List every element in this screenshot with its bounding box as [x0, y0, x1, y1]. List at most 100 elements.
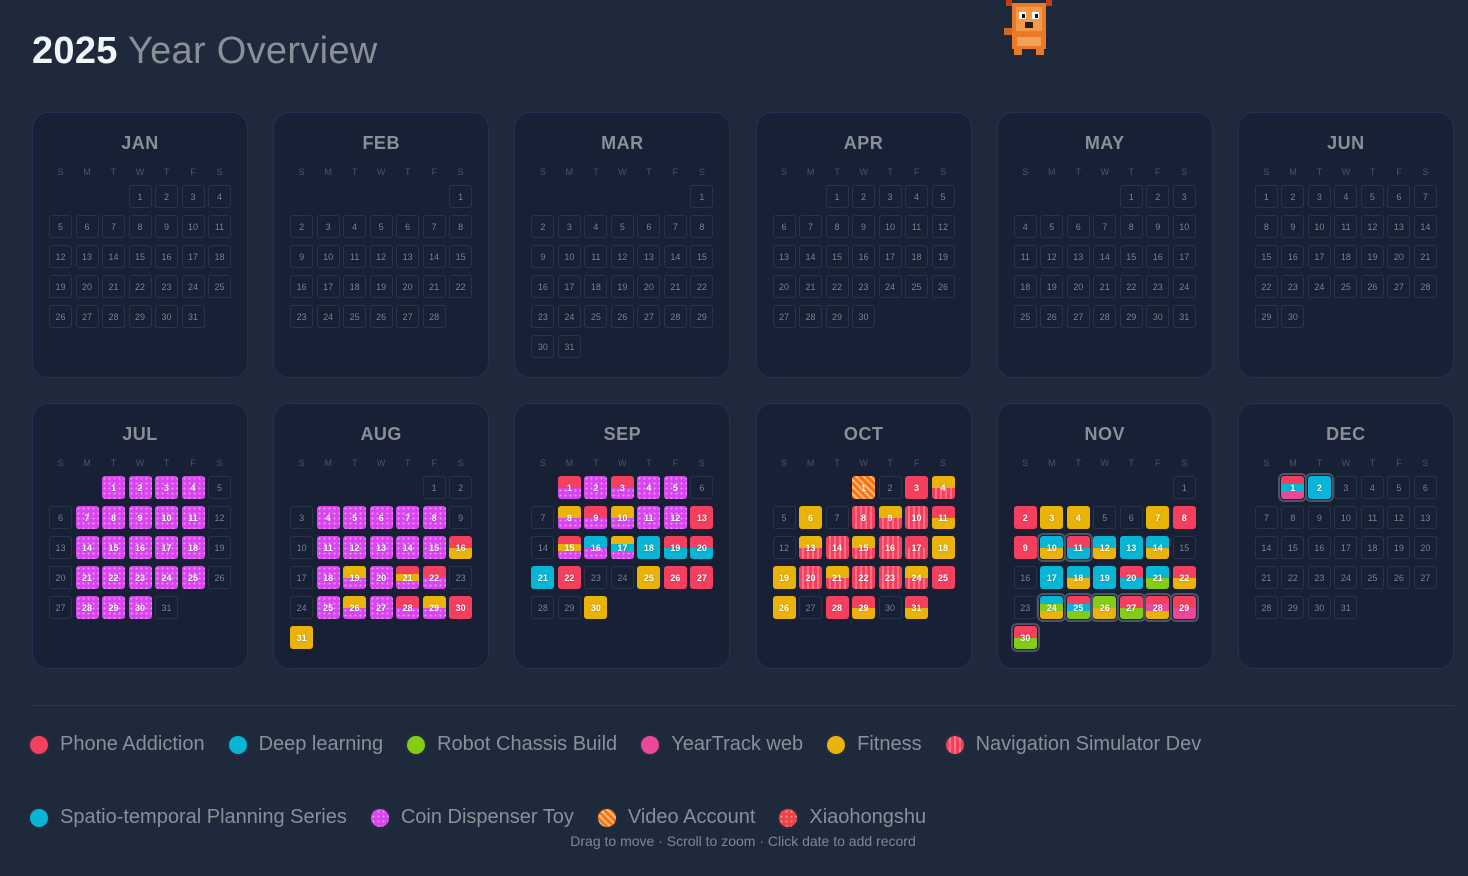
day-cell[interactable]: 22: [557, 566, 581, 589]
day-cell[interactable]: 5: [1093, 506, 1117, 529]
day-cell[interactable]: 7: [396, 506, 420, 529]
day-cell[interactable]: 1: [852, 476, 876, 499]
day-cell[interactable]: 2: [155, 185, 178, 208]
day-cell[interactable]: 20: [799, 566, 823, 589]
day-cell[interactable]: 13: [1119, 536, 1143, 559]
day-cell[interactable]: 21: [799, 275, 823, 298]
day-cell[interactable]: 14: [1413, 215, 1437, 238]
day-cell[interactable]: 10: [557, 245, 581, 268]
day-cell[interactable]: 10: [878, 215, 902, 238]
day-cell[interactable]: 7: [825, 506, 849, 529]
day-cell[interactable]: 30: [1307, 596, 1331, 619]
day-cell[interactable]: 25: [343, 305, 367, 328]
day-cell[interactable]: 24: [557, 305, 581, 328]
day-cell[interactable]: 25: [1013, 305, 1037, 328]
day-cell[interactable]: 9: [155, 215, 178, 238]
day-cell[interactable]: 22: [102, 566, 125, 589]
day-cell[interactable]: 27: [1116, 593, 1146, 622]
day-cell[interactable]: 1: [1278, 473, 1308, 502]
day-cell[interactable]: 15: [852, 536, 876, 559]
day-cell[interactable]: 18: [1013, 275, 1037, 298]
day-cell[interactable]: 17: [905, 536, 929, 559]
day-cell[interactable]: 5: [1040, 215, 1064, 238]
day-cell[interactable]: 17: [1307, 245, 1331, 268]
day-cell[interactable]: 23: [128, 566, 152, 589]
day-cell[interactable]: 15: [1119, 245, 1143, 268]
day-cell[interactable]: 30: [584, 596, 608, 619]
day-cell[interactable]: 20: [369, 566, 393, 589]
day-cell[interactable]: 27: [799, 596, 823, 619]
day-cell[interactable]: 17: [181, 245, 205, 268]
day-cell[interactable]: 9: [128, 506, 152, 529]
day-cell[interactable]: 31: [1334, 596, 1358, 619]
day-cell[interactable]: 30: [1010, 623, 1040, 652]
day-cell[interactable]: 5: [343, 506, 367, 529]
day-cell[interactable]: 13: [1387, 215, 1411, 238]
day-cell[interactable]: 6: [396, 215, 420, 238]
day-cell[interactable]: 30: [449, 596, 473, 619]
day-cell[interactable]: 16: [584, 536, 608, 559]
day-cell[interactable]: 21: [1093, 275, 1117, 298]
day-cell[interactable]: 13: [637, 245, 661, 268]
day-cell[interactable]: 15: [690, 245, 714, 268]
day-cell[interactable]: 14: [663, 245, 687, 268]
day-cell[interactable]: 2: [449, 476, 473, 499]
day-cell[interactable]: 29: [1281, 596, 1305, 619]
day-cell[interactable]: 20: [49, 566, 72, 589]
day-cell[interactable]: 29: [690, 305, 714, 328]
day-cell[interactable]: 21: [1413, 245, 1437, 268]
day-cell[interactable]: 7: [799, 215, 823, 238]
day-cell[interactable]: 5: [931, 185, 955, 208]
day-cell[interactable]: 8: [557, 506, 581, 529]
day-cell[interactable]: 13: [49, 536, 72, 559]
day-cell[interactable]: 10: [1334, 506, 1358, 529]
day-cell[interactable]: 8: [1254, 215, 1278, 238]
day-cell[interactable]: 12: [610, 245, 634, 268]
day-cell[interactable]: 2: [128, 476, 152, 499]
day-cell[interactable]: 5: [1360, 185, 1384, 208]
day-cell[interactable]: 11: [1063, 533, 1093, 562]
day-cell[interactable]: 26: [343, 596, 367, 619]
day-cell[interactable]: 6: [772, 215, 796, 238]
day-cell[interactable]: 23: [852, 275, 876, 298]
day-cell[interactable]: 23: [531, 305, 555, 328]
day-cell[interactable]: 18: [584, 275, 608, 298]
day-cell[interactable]: 6: [1119, 506, 1143, 529]
day-cell[interactable]: 24: [878, 275, 902, 298]
day-cell[interactable]: 9: [878, 506, 902, 529]
day-cell[interactable]: 30: [852, 305, 876, 328]
day-cell[interactable]: 25: [181, 566, 205, 589]
day-cell[interactable]: 11: [316, 536, 340, 559]
day-cell[interactable]: 12: [772, 536, 796, 559]
day-cell[interactable]: 27: [1066, 305, 1090, 328]
day-cell[interactable]: 25: [316, 596, 340, 619]
day-cell[interactable]: 3: [905, 476, 929, 499]
day-cell[interactable]: 27: [396, 305, 420, 328]
day-cell[interactable]: 30: [878, 596, 902, 619]
day-cell[interactable]: 4: [343, 215, 367, 238]
day-cell[interactable]: 12: [49, 245, 72, 268]
day-cell[interactable]: 19: [343, 566, 367, 589]
day-cell[interactable]: 29: [825, 305, 849, 328]
day-cell[interactable]: 14: [1093, 245, 1117, 268]
day-cell[interactable]: 11: [584, 245, 608, 268]
day-cell[interactable]: 12: [343, 536, 367, 559]
day-cell[interactable]: 14: [1254, 536, 1278, 559]
day-cell[interactable]: 17: [557, 275, 581, 298]
day-cell[interactable]: 8: [1172, 506, 1196, 529]
day-cell[interactable]: 12: [663, 506, 687, 529]
legend-item-deep[interactable]: Deep learning: [228, 728, 383, 761]
day-cell[interactable]: 20: [1119, 566, 1143, 589]
day-cell[interactable]: 24: [1172, 275, 1196, 298]
day-cell[interactable]: 1: [557, 476, 581, 499]
day-cell[interactable]: 7: [1413, 185, 1437, 208]
day-cell[interactable]: 28: [396, 596, 420, 619]
day-cell[interactable]: 22: [1281, 566, 1305, 589]
day-cell[interactable]: 28: [75, 596, 99, 619]
day-cell[interactable]: 18: [1066, 566, 1090, 589]
day-cell[interactable]: 28: [1143, 593, 1173, 622]
day-cell[interactable]: 23: [290, 305, 314, 328]
day-cell[interactable]: 20: [1387, 245, 1411, 268]
day-cell[interactable]: 3: [878, 185, 902, 208]
day-cell[interactable]: 28: [1093, 305, 1117, 328]
